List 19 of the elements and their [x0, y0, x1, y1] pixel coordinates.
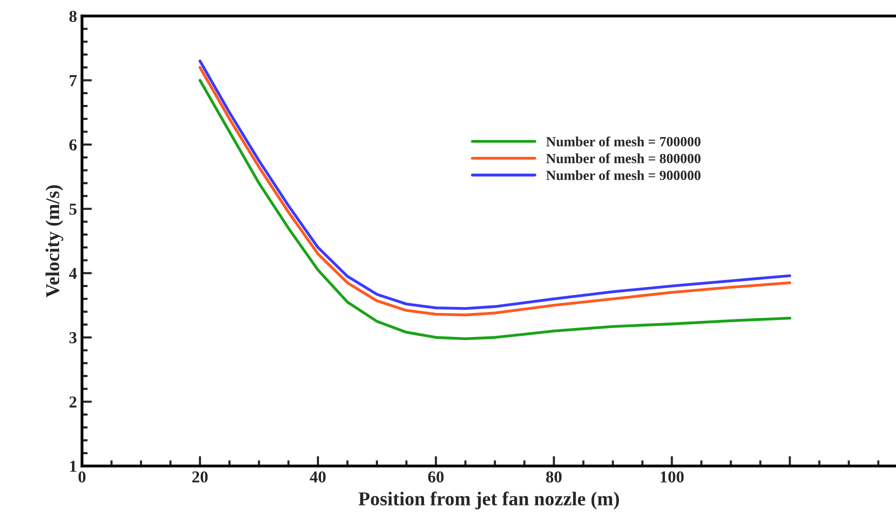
y-tick-label: 7: [70, 75, 77, 86]
y-tick-label: 1: [70, 460, 76, 472]
x-tick-label: 60: [428, 471, 444, 483]
x-tick-label: 40: [310, 471, 326, 483]
x-tick-label: 20: [192, 471, 208, 483]
y-tick-label: 2: [70, 396, 76, 408]
y-tick-label: 6: [69, 139, 77, 151]
legend-label: Number of mesh = 800000: [546, 153, 700, 164]
legend-label: Number of mesh = 700000: [546, 136, 700, 146]
y-tick-label: 3: [69, 332, 77, 344]
y-axis-title: Velocity (m/s): [46, 185, 64, 298]
x-tick-label: 80: [546, 471, 562, 483]
y-tick-label: 4: [69, 268, 77, 279]
y-tick-label: 8: [69, 10, 77, 22]
y-tick-label: 5: [69, 204, 77, 215]
x-axis-title: Position from jet fan nozzle (m): [358, 492, 619, 510]
x-tick-label: 0: [78, 471, 86, 483]
legend-label: Number of mesh = 900000: [546, 170, 700, 180]
x-tick-label: 100: [660, 471, 684, 483]
